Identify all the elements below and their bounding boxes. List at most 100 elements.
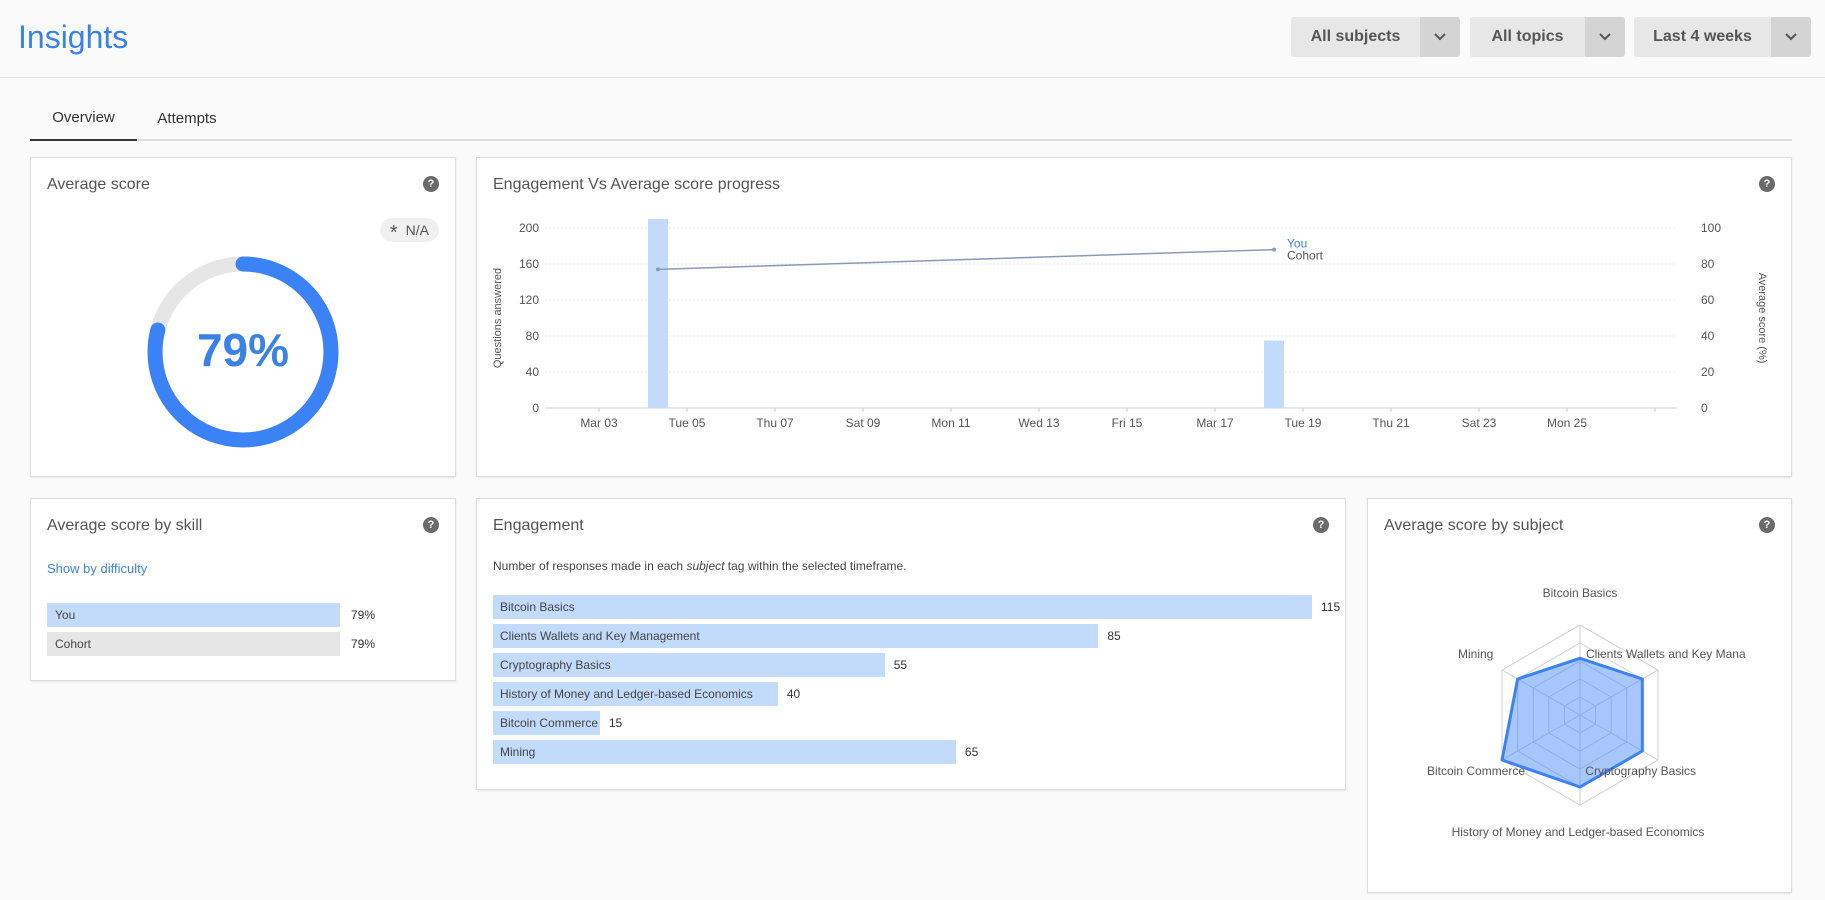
engagement-value: 85 — [1107, 629, 1121, 643]
radar-spoke — [1501, 714, 1581, 761]
subjects-filter[interactable]: All subjects — [1291, 17, 1460, 57]
engagement-value: 115 — [1321, 600, 1341, 614]
card-title: Average score by skill — [47, 517, 203, 534]
y-tick-label: 40 — [526, 365, 540, 379]
x-tick-label: Tue 19 — [1285, 416, 1322, 430]
subjects-filter-label: All subjects — [1310, 28, 1401, 45]
radar-axis-label: History of Money and Ledger-based Econom… — [1452, 825, 1705, 839]
radar-spoke — [1501, 669, 1581, 716]
y-tick-label: 80 — [526, 329, 540, 343]
status-badge: * N/A — [379, 218, 439, 244]
help-icon[interactable]: ? — [1759, 176, 1775, 192]
skill-bar: Cohort — [47, 632, 340, 656]
radar-axis-label: Cryptography Basics — [1585, 764, 1696, 778]
x-tick-label: Thu 21 — [1372, 416, 1410, 430]
card-title: Average score by subject — [1384, 517, 1564, 534]
tab-attempts[interactable]: Attempts — [157, 109, 217, 127]
y-tick-label: 200 — [519, 221, 539, 235]
radar-axis-label: Bitcoin Basics — [1543, 586, 1618, 600]
radar-axis-label: Bitcoin Commerce — [1427, 764, 1525, 778]
x-tick-label: Mon 25 — [1547, 416, 1587, 430]
x-tick-label: Sat 09 — [846, 416, 881, 430]
y-tick-label: 0 — [532, 401, 539, 415]
x-tick-label: Mon 11 — [931, 416, 970, 430]
y2-tick-label: 60 — [1701, 293, 1715, 307]
subject-radar-chart: Bitcoin Basics Clients Wallets and Key Ma… — [1427, 586, 1746, 839]
help-icon[interactable]: ? — [1759, 517, 1775, 533]
engagement-progress-card: Engagement Vs Average score progress ? 0… — [476, 157, 1792, 477]
help-icon[interactable]: ? — [423, 176, 439, 192]
description-text: tag within the selected timeframe. — [724, 559, 907, 573]
score-point — [656, 267, 660, 272]
y2-axis-label: Average score (%) — [1756, 273, 1768, 364]
engagement-bar: Mining — [493, 740, 956, 764]
radar-axis-label: Clients Wallets and Key Mana — [1586, 647, 1746, 661]
score-by-subject-card: Average score by subject ? Bitcoin Basic… — [1367, 498, 1792, 893]
y-axis-label: Questions answered — [492, 268, 504, 368]
engagement-bar: Cryptography Basics — [493, 653, 885, 677]
x-tick-label: Fri 15 — [1112, 416, 1143, 430]
bar — [648, 219, 668, 408]
engagement-score-chart: 0 40 80 120 160 200 0 20 40 60 80 100 Mar 03 Tue 05 Th… — [492, 219, 1768, 430]
skill-value: 79% — [351, 637, 376, 651]
engagement-value: 65 — [964, 745, 979, 759]
card-title: Average score — [47, 176, 150, 193]
chevron-down-icon[interactable] — [1771, 17, 1811, 57]
description-emphasis: subject — [686, 559, 725, 573]
topics-filter[interactable]: All topics — [1470, 17, 1625, 57]
page-header: Insights All subjects All topics Last 4 … — [0, 0, 1825, 78]
help-icon[interactable]: ? — [423, 517, 439, 533]
score-by-skill-card: Average score by skill ? Show by difficu… — [30, 498, 456, 681]
engagement-bar: History of Money and Ledger-based Econom… — [493, 682, 778, 706]
radar-spoke — [1579, 669, 1659, 716]
score-line — [657, 248, 1275, 271]
badge-label: N/A — [405, 222, 429, 238]
engagement-description: Number of responses made in each subject… — [493, 559, 907, 573]
x-tick-label: Thu 07 — [756, 416, 794, 430]
average-score-card: Average score ? * N/A 79% — [30, 157, 456, 477]
y2-tick-label: 40 — [1701, 329, 1715, 343]
x-tick-label: Mar 03 — [580, 416, 618, 430]
engagement-value: 55 — [893, 658, 908, 672]
skill-bar: You — [47, 603, 340, 627]
x-tick-label: Tue 05 — [669, 416, 706, 430]
radar-spoke — [1579, 714, 1659, 761]
help-icon[interactable]: ? — [1313, 517, 1329, 533]
score-donut — [147, 256, 339, 448]
engagement-bar: Clients Wallets and Key Management — [493, 624, 1099, 648]
y-tick-label: 160 — [519, 257, 539, 271]
tab-bar: Overview Attempts — [30, 95, 1792, 141]
score-point — [1272, 247, 1276, 252]
y2-tick-label: 100 — [1701, 221, 1721, 235]
x-tick-label: Wed 13 — [1018, 416, 1059, 430]
radar-area — [1500, 656, 1644, 789]
y2-tick-label: 20 — [1701, 365, 1715, 379]
y2-tick-label: 80 — [1701, 257, 1715, 271]
line-label-cohort: Cohort — [1287, 249, 1324, 263]
x-tick-label: Mar 17 — [1196, 416, 1234, 430]
card-title: Engagement Vs Average score progress — [493, 176, 780, 193]
timeframe-filter[interactable]: Last 4 weeks — [1634, 17, 1811, 57]
engagement-value: 40 — [786, 687, 801, 701]
chevron-down-icon[interactable] — [1420, 17, 1460, 57]
show-by-difficulty-link[interactable]: Show by difficulty — [47, 561, 148, 576]
topics-filter-label: All topics — [1491, 28, 1564, 45]
bar — [1264, 340, 1284, 408]
card-title: Engagement — [493, 517, 584, 534]
tab-overview[interactable]: Overview — [30, 95, 137, 141]
asterisk-icon: * — [389, 222, 398, 244]
engagement-value: 15 — [608, 716, 623, 730]
x-tick-label: Sat 23 — [1462, 416, 1497, 430]
y2-tick-label: 0 — [1701, 401, 1708, 415]
donut-arc — [147, 256, 339, 448]
engagement-card: Engagement ? Number of responses made in… — [476, 498, 1346, 790]
line-label-you: You — [1287, 237, 1307, 251]
description-text: Number of responses made in each — [493, 559, 687, 573]
y-tick-label: 120 — [519, 293, 539, 307]
skill-value: 79% — [351, 608, 376, 622]
score-value: 79% — [196, 324, 290, 376]
engagement-bar: Bitcoin Commerce — [493, 711, 600, 735]
engagement-bar: Bitcoin Basics — [493, 595, 1312, 619]
timeframe-filter-label: Last 4 weeks — [1653, 28, 1752, 45]
chevron-down-icon[interactable] — [1585, 17, 1625, 57]
